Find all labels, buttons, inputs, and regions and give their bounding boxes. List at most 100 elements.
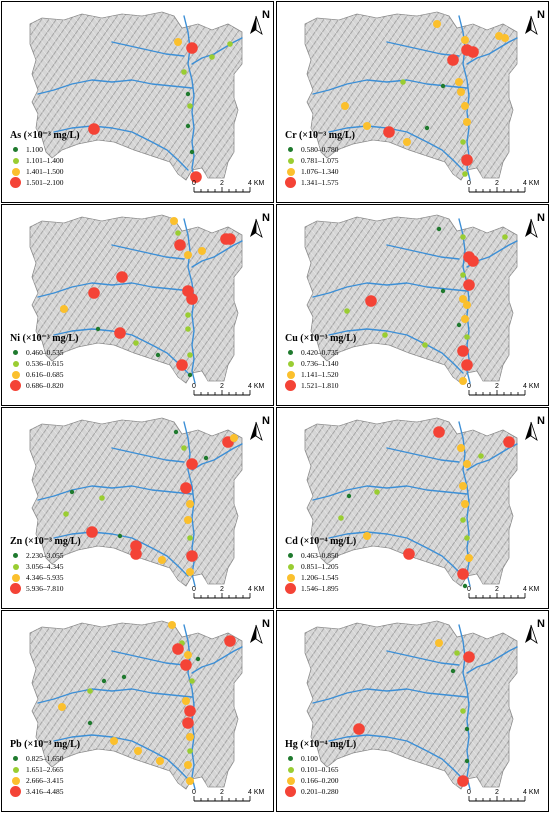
sampling-site: [175, 230, 181, 236]
scale-tick-label: 0: [192, 586, 196, 593]
scale-tick-label: 2: [220, 586, 224, 593]
north-arrow-icon: N: [250, 415, 270, 441]
sampling-site: [187, 103, 193, 109]
sampling-site: [457, 775, 469, 787]
legend-entry: 0.686–0.820: [10, 380, 78, 391]
river-line: [312, 282, 468, 298]
sampling-site: [461, 359, 473, 371]
sampling-site: [158, 556, 166, 564]
sampling-site: [195, 656, 201, 662]
sampling-site: [172, 643, 184, 655]
river-line: [466, 646, 518, 674]
sampling-site: [203, 455, 209, 461]
legend-title: Ni (×10⁻³ mg/L): [10, 333, 79, 344]
sampling-site: [440, 83, 446, 89]
sampling-site: [440, 288, 446, 294]
river-line: [183, 218, 196, 384]
sampling-site: [456, 322, 462, 328]
scale-tick-label: 0: [467, 180, 471, 187]
sampling-site: [463, 651, 475, 663]
sampling-site: [63, 511, 69, 517]
sampling-site: [461, 102, 469, 110]
legend-entry: 5.936–7.810: [10, 583, 81, 594]
sampling-site: [422, 342, 428, 348]
sampling-site: [363, 122, 371, 130]
sampling-site: [457, 88, 465, 96]
sampling-site: [400, 79, 406, 85]
legend-entry: 3.416–4.485: [10, 786, 80, 797]
river-line: [37, 282, 193, 298]
scale-bar: 0 2 4 KM: [467, 586, 540, 599]
map-ni: N 0 2 4 KM: [29, 212, 270, 396]
north-label: N: [262, 415, 270, 427]
scale-tick-label: 2: [495, 789, 499, 796]
sampling-site: [114, 327, 126, 339]
sampling-site: [365, 295, 377, 307]
legend-class-label: 3.416–4.485: [26, 787, 64, 796]
legend-class-label: 0.166–0.200: [301, 776, 339, 785]
sampling-site: [459, 482, 467, 490]
legend-swatch: [288, 553, 293, 558]
legend-swatch: [13, 147, 18, 152]
map-hg: N 0 2 4 KM: [304, 618, 545, 802]
sampling-site: [382, 332, 388, 338]
sampling-site: [185, 123, 191, 129]
north-label: N: [537, 415, 545, 427]
legend-class-label: 1.521–1.810: [301, 381, 339, 390]
legend-hg: Hg (×10⁻⁴ mg/L) 0.100 0.101–0.165 0.166–0.2…: [285, 739, 356, 797]
scale-tick-label: 0: [192, 383, 196, 390]
legend-entry: 0.825–1.650: [10, 753, 80, 764]
legend-swatch: [288, 147, 293, 152]
panel-as: N 0 2 4 KM As (×10⁻³ mg/L) 1.100 1.101–1.400 1.…: [1, 1, 274, 203]
legend-class-label: 5.936–7.810: [26, 584, 64, 593]
river-line: [53, 125, 189, 171]
sampling-site: [181, 69, 187, 75]
sampling-site: [99, 495, 105, 501]
sampling-site: [460, 139, 466, 145]
legend-swatch: [285, 786, 296, 797]
legend-class-label: 1.206–1.545: [301, 573, 339, 582]
sampling-site: [186, 500, 194, 508]
legend-swatch: [11, 370, 20, 379]
sampling-site: [186, 550, 198, 562]
legend-entry: 1.341–1.575: [285, 177, 355, 188]
legend-cd: Cd (×10⁻⁴ mg/L) 0.463–0.850 0.851–1.205 1.2…: [285, 536, 356, 594]
legend-class-label: 0.616–0.685: [26, 370, 64, 379]
legend-cu: Cu (×10⁻³ mg/L) 0.420–0.735 0.736–1.140 1.1…: [285, 333, 356, 391]
sampling-site: [461, 154, 473, 166]
sampling-site: [224, 635, 236, 647]
legend-class-label: 0.781–1.075: [301, 156, 339, 165]
sampling-site: [155, 352, 161, 358]
legend-swatch: [13, 756, 18, 761]
sampling-site: [461, 315, 469, 323]
sampling-site: [424, 125, 430, 131]
scale-tick-label: 2: [220, 383, 224, 390]
panel-cr: N 0 2 4 KM Cr (×10⁻³ mg/L) 0.580–0.780 0.781–1…: [276, 1, 549, 203]
sampling-site: [465, 554, 473, 562]
panel-cd: N 0 2 4 KM Cd (×10⁻⁴ mg/L) 0.463–0.850 0.851–1…: [276, 407, 549, 609]
sampling-site: [184, 705, 196, 717]
sampling-site: [189, 149, 195, 155]
river-line: [111, 41, 185, 57]
north-label: N: [262, 9, 270, 21]
legend-entry: 0.580–0.780: [285, 144, 355, 155]
panel-zn: N 0 2 4 KM Zn (×10⁻³ mg/L) 2.230–3.055 3.056–4…: [1, 407, 274, 609]
sampling-site: [363, 532, 371, 540]
legend-class-label: 1.401–1.500: [26, 167, 64, 176]
legend-cr: Cr (×10⁻³ mg/L) 0.580–0.780 0.781–1.075 1.0…: [285, 130, 355, 188]
scale-tick-label: 4 KM: [248, 180, 265, 187]
scale-bar: 0 2 4 KM: [467, 789, 540, 802]
legend-swatch: [288, 350, 293, 355]
sampling-site: [121, 674, 127, 680]
north-arrow-icon: N: [250, 9, 270, 35]
sampling-site: [460, 234, 466, 240]
sampling-site: [230, 434, 238, 442]
sampling-site: [403, 548, 415, 560]
sampling-site: [460, 517, 466, 523]
sampling-site: [209, 54, 215, 60]
river-line: [53, 734, 189, 780]
scale-bar: 0 2 4 KM: [192, 383, 265, 396]
sampling-site: [181, 445, 187, 451]
sampling-site: [383, 126, 395, 138]
legend-swatch: [287, 360, 294, 367]
